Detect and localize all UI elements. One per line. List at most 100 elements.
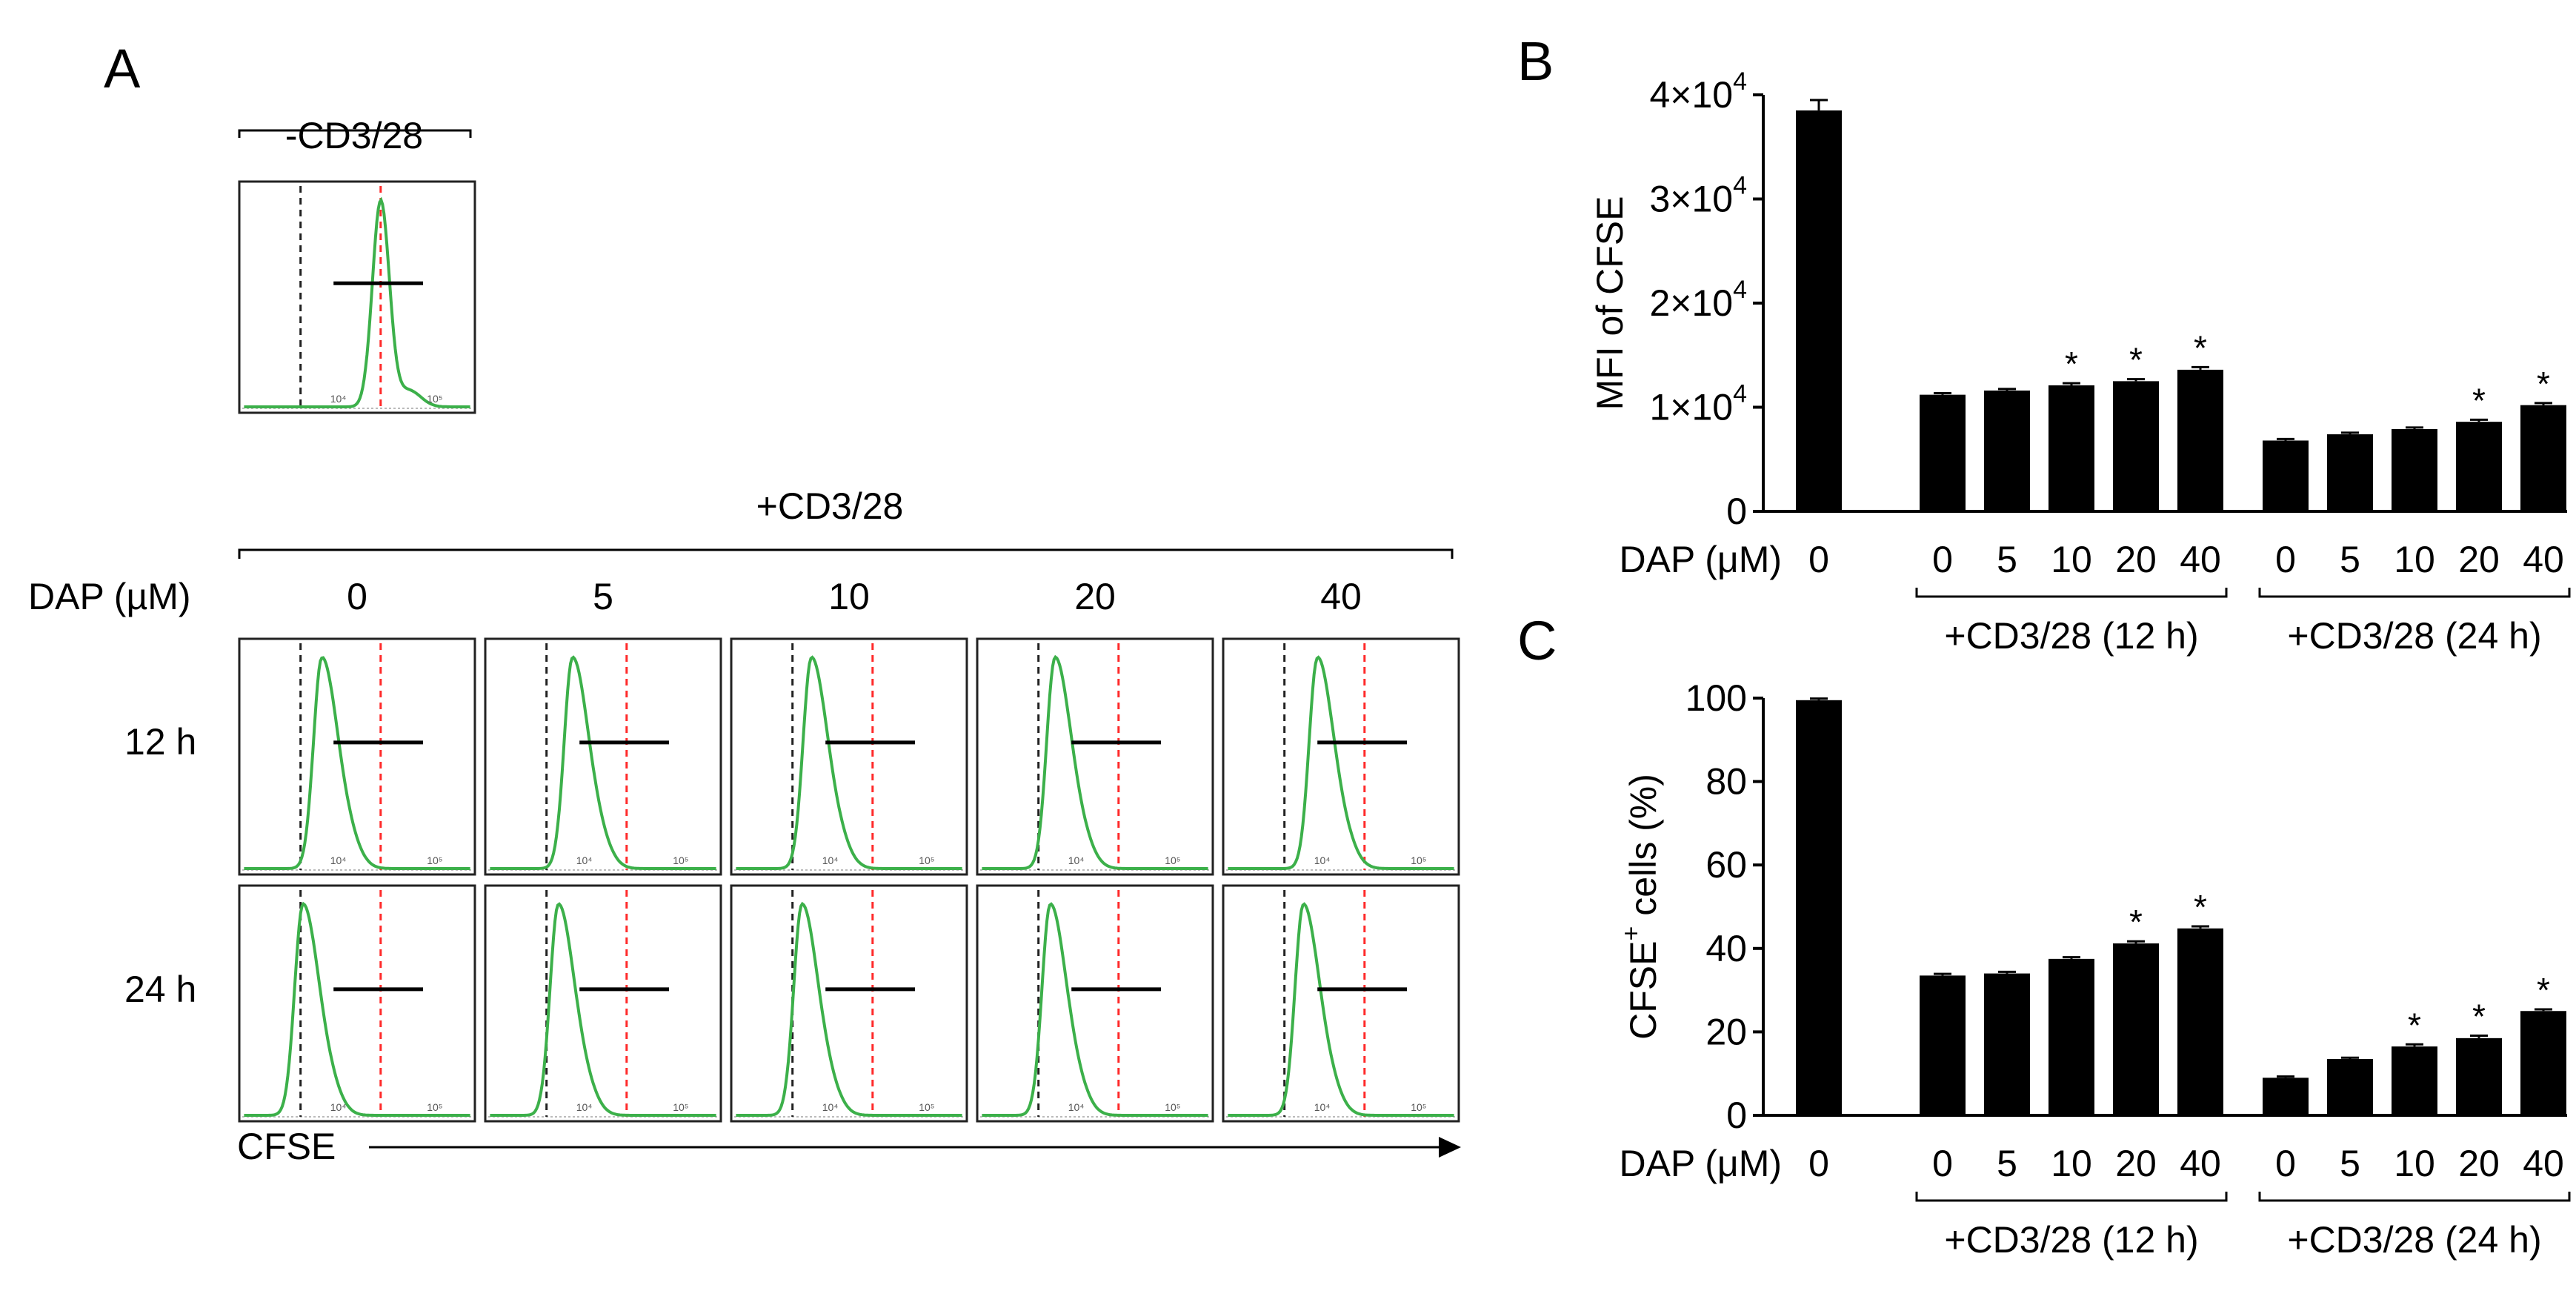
y-tick-base: 100 [1685, 677, 1747, 719]
bar-8 [2392, 1046, 2437, 1115]
panel-label-a: A [104, 38, 141, 99]
bar-5 [2177, 928, 2223, 1115]
significance-star-4: * [2129, 341, 2143, 379]
histogram-frame [976, 884, 1214, 1123]
cfse-histogram-trace [1228, 902, 1454, 1117]
x-tick-label-2: 5 [1997, 1143, 2017, 1184]
panel-label-b: B [1517, 30, 1554, 92]
tick-label-10e4: 10⁴ [822, 854, 839, 866]
y-tick-exponent: 4 [1733, 67, 1747, 96]
y-axis-label-superscript: + [1617, 926, 1645, 941]
bar-4 [2113, 943, 2159, 1115]
time-24h: 24 h [124, 969, 196, 1010]
cfse-axis-arrowhead [1439, 1137, 1461, 1158]
significance-star-5: * [2194, 888, 2207, 926]
histogram-12h-dose40: 10⁴ 10⁵ [1222, 637, 1460, 876]
y-axis-label: MFI of CFSE [1589, 196, 1631, 411]
y-tick-label: 1×104 [1649, 380, 1747, 428]
histogram-unstim: 10⁴ 10⁵ [238, 180, 476, 414]
bar-7 [2327, 1058, 2373, 1115]
bar-2 [1984, 973, 2030, 1115]
y-tick-base: 3×10 [1649, 179, 1733, 220]
group-bracket-0 [1915, 1192, 2228, 1202]
x-tick-label-8: 10 [2394, 539, 2435, 580]
x-tick-label-6: 0 [2275, 539, 2296, 580]
tick-label-10e4: 10⁴ [1314, 1101, 1331, 1113]
histogram-24h-dose20: 10⁴ 10⁵ [976, 884, 1214, 1123]
x-tick-label-5: 40 [2180, 1143, 2221, 1184]
y-tick-exponent: 4 [1733, 276, 1747, 304]
panel-label-c: C [1517, 610, 1557, 671]
y-tick-base: 1×10 [1649, 387, 1733, 428]
cfse-histogram-trace [244, 656, 470, 870]
stim-title: +CD3/28 [756, 485, 904, 527]
bar-7 [2327, 434, 2373, 511]
x-tick-label-5: 40 [2180, 539, 2221, 580]
significance-star-4: * [2129, 903, 2143, 941]
histogram-frame [484, 884, 722, 1123]
cfse-histogram-trace [736, 655, 962, 870]
y-tick-label: 80 [1705, 761, 1747, 803]
histogram-frame [238, 180, 476, 414]
x-axis-label: DAP (μM) [1619, 1143, 1782, 1184]
dose-10: 10 [828, 576, 870, 617]
dose-0: 0 [347, 576, 367, 617]
y-tick-base: 0 [1726, 1095, 1747, 1136]
x-tick-label-9: 20 [2458, 539, 2500, 580]
bar-1 [1920, 975, 1966, 1115]
x-tick-label-10: 40 [2523, 539, 2564, 580]
histogram-frame [730, 637, 968, 876]
y-axis-label: CFSE+ cells (%) [1617, 774, 1664, 1040]
bar-9 [2456, 1038, 2502, 1115]
cfse-histogram-trace [244, 901, 470, 1117]
x-tick-label-10: 40 [2523, 1143, 2564, 1184]
group-label-0: +CD3/28 (12 h) [1944, 1219, 2198, 1261]
y-tick-label: 100 [1685, 677, 1747, 719]
stim-bracket [238, 548, 1454, 559]
bar-0 [1796, 700, 1842, 1115]
tick-label-10e4: 10⁴ [1314, 854, 1331, 866]
y-tick-base: 4×10 [1649, 74, 1733, 116]
group-label-1: +CD3/28 (24 h) [2287, 1219, 2541, 1261]
y-tick-base: 0 [1726, 491, 1747, 532]
bar-4 [2113, 381, 2159, 511]
bar-3 [2049, 385, 2094, 511]
tick-label-10e5: 10⁵ [1411, 1101, 1426, 1113]
group-label-1: +CD3/28 (24 h) [2287, 615, 2541, 657]
cfse-histogram-trace [982, 654, 1208, 870]
y-tick-base: 20 [1705, 1011, 1747, 1052]
x-tick-label-8: 10 [2394, 1143, 2435, 1184]
cfse-histogram-trace [736, 901, 962, 1117]
x-tick-label-7: 5 [2340, 539, 2360, 580]
y-axis-label-main: MFI of CFSE [1589, 196, 1631, 411]
group-label-0: +CD3/28 (12 h) [1944, 615, 2198, 657]
significance-star-9: * [2472, 381, 2486, 419]
bar-8 [2392, 429, 2437, 511]
cfse-histogram-trace [982, 902, 1208, 1117]
x-tick-label-0: 0 [1808, 539, 1829, 580]
x-tick-label-1: 0 [1932, 539, 1953, 580]
bar-5 [2177, 369, 2223, 511]
significance-star-9: * [2472, 997, 2486, 1035]
tick-label-10e5: 10⁵ [1411, 854, 1426, 866]
tick-label-10e4: 10⁴ [330, 854, 347, 866]
x-tick-label-6: 0 [2275, 1143, 2296, 1184]
significance-star-10: * [2537, 365, 2550, 403]
tick-label-10e5: 10⁵ [427, 1101, 442, 1113]
bar-10 [2520, 405, 2566, 511]
tick-label-10e5: 10⁵ [1165, 1101, 1180, 1113]
dose-5: 5 [593, 576, 613, 617]
y-axis-label-main: CFSE [1623, 941, 1664, 1040]
tick-label-10e4: 10⁴ [822, 1101, 839, 1113]
y-tick-label: 0 [1726, 491, 1747, 532]
bar-9 [2456, 422, 2502, 511]
tick-label-10e4: 10⁴ [330, 1101, 347, 1113]
y-axis-label-tail: cells (%) [1623, 774, 1664, 926]
y-tick-base: 60 [1705, 844, 1747, 886]
cfse-axis-label: CFSE [237, 1126, 336, 1167]
x-tick-label-3: 10 [2051, 539, 2092, 580]
histogram-frame [730, 884, 968, 1123]
tick-label-10e5: 10⁵ [919, 854, 934, 866]
y-tick-exponent: 4 [1733, 172, 1747, 200]
